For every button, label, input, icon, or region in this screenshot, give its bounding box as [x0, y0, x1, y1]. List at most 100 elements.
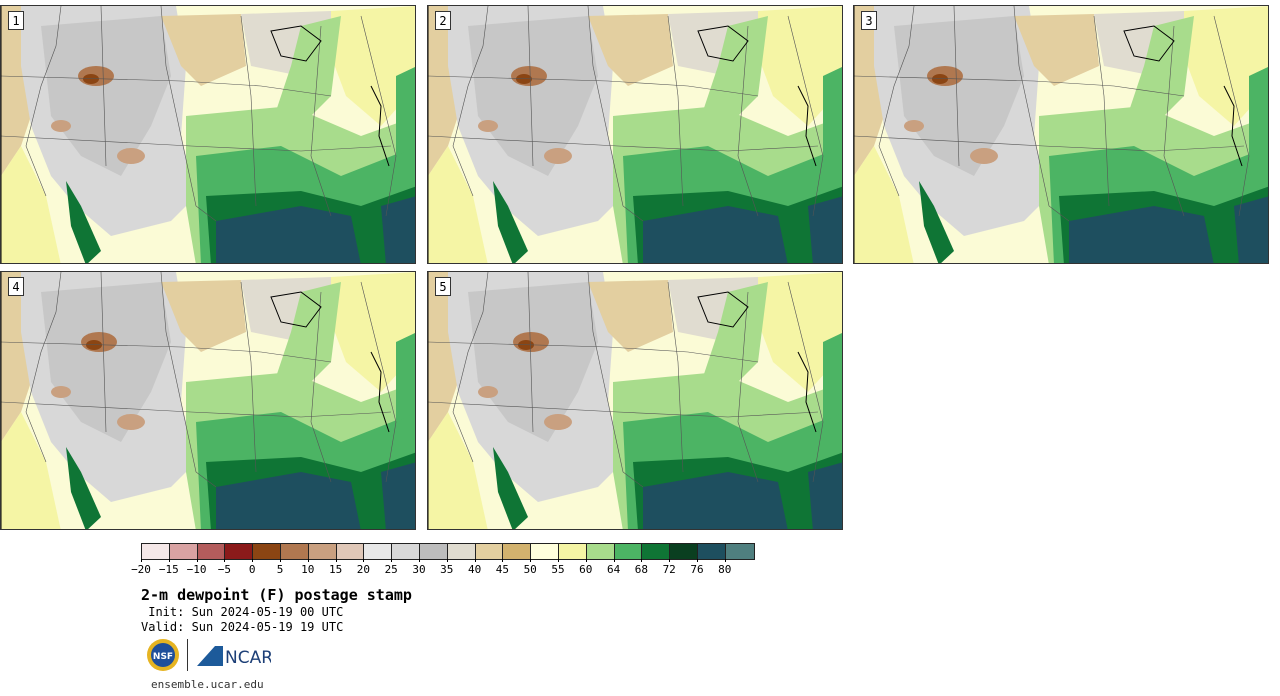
colorbar-tick-mark [446, 559, 448, 562]
colorbar-tick-mark [224, 559, 226, 562]
great-basin-dry-spot [51, 120, 71, 132]
atlantic-coast [823, 66, 842, 156]
northeast-moist [331, 272, 415, 392]
atlantic-ocean [808, 462, 842, 529]
map-4 [1, 272, 415, 529]
ohio-valley-moist [271, 16, 341, 136]
state-boundary [452, 272, 489, 463]
state-boundary [667, 281, 684, 473]
colorbar-tick-label: −10 [186, 563, 207, 576]
state-boundary [310, 25, 332, 217]
colorbar-swatch [586, 544, 615, 559]
state-boundary [25, 6, 62, 197]
ncar-logo: NCAR [197, 646, 271, 668]
state-boundary [787, 281, 824, 483]
baja-moist [493, 181, 528, 263]
colorbar-swatch [392, 544, 420, 559]
east-coastline [797, 85, 817, 167]
colorbar-tick-label: 35 [440, 563, 454, 576]
colorbar-tick-mark [419, 559, 420, 562]
website-url: ensemble.ucar.edu [151, 678, 264, 691]
southwest-dry-spot [970, 148, 998, 164]
atlantic-coast [1249, 66, 1268, 156]
northern-plains [161, 14, 246, 86]
west-gray-region [894, 16, 1024, 176]
colorbar-swatch [308, 544, 337, 559]
colorbar-tick-mark [530, 559, 532, 562]
init-time: Init: Sun 2024-05-19 00 UTC [141, 605, 344, 619]
colorbar-tick-label: 10 [301, 563, 315, 576]
ohio-valley-moist [698, 16, 768, 136]
state-boundary [1213, 15, 1250, 217]
great-basin-dry-spot [478, 120, 498, 132]
colorbar-swatch [558, 544, 587, 559]
panel-label-1: 1 [8, 11, 24, 30]
northeast-moist [758, 6, 842, 126]
state-boundary [667, 15, 684, 207]
colorbar-tick-mark [669, 559, 671, 562]
state-boundary [160, 272, 217, 488]
colorbar-tick-mark [585, 559, 587, 562]
pacific-moist [1, 146, 61, 263]
valid-time: Valid: Sun 2024-05-19 19 UTC [141, 620, 344, 634]
colorbar-swatch [142, 544, 170, 559]
northeast-moist [1184, 6, 1268, 126]
state-boundary [737, 291, 759, 483]
great-lakes-outline [270, 291, 322, 328]
great-basin-dry-spot [51, 386, 71, 398]
colorbar-tick-label: 20 [356, 563, 371, 576]
colorbar-swatch [642, 544, 671, 559]
map-panel-4: 4 [0, 271, 416, 530]
colorbar-tick-mark [168, 559, 170, 562]
rockies-core [516, 74, 532, 84]
state-boundary [878, 6, 915, 197]
state-boundary [360, 281, 397, 483]
baja-moist [66, 181, 101, 263]
rockies-core [86, 340, 102, 350]
state-boundary [25, 272, 62, 463]
colorbar-tick-label: 40 [467, 563, 482, 576]
northern-plains [588, 14, 673, 86]
west-gray-region [41, 16, 171, 176]
state-boundary [587, 6, 644, 222]
northern-plains [161, 280, 246, 352]
colorbar-tick-mark [196, 559, 198, 562]
map-panel-1: 1 [0, 5, 416, 264]
colorbar-tick-label: 76 [690, 563, 704, 576]
map-5 [428, 272, 842, 529]
ohio-valley-moist [271, 282, 341, 402]
colorbar-tick-label: 80 [718, 563, 732, 576]
colorbar-tick-mark [613, 559, 615, 562]
atlantic-ocean [808, 196, 842, 263]
ohio-valley-moist [698, 282, 768, 402]
state-boundary [360, 15, 397, 217]
east-coastline [370, 351, 390, 433]
great-basin-dry-spot [478, 386, 498, 398]
colorbar-tick-mark [141, 559, 142, 562]
colorbar-tick-label: 45 [495, 563, 510, 576]
state-boundary [1, 341, 332, 363]
atlantic-coast [396, 66, 415, 156]
state-boundary [1013, 6, 1070, 222]
atlantic-ocean [381, 196, 415, 263]
colorbar-tick-label: 55 [551, 563, 565, 576]
great-lakes-outline [270, 25, 322, 62]
state-boundary [428, 75, 759, 97]
colorbar [141, 543, 755, 560]
colorbar-tick-label: 5 [276, 563, 284, 576]
map-panel-2: 2 [427, 5, 843, 264]
gulf-of-mexico [216, 472, 361, 529]
colorbar-tick-mark [280, 559, 281, 562]
colorbar-tick-mark [252, 559, 254, 562]
east-coastline [1223, 85, 1243, 167]
colorbar-swatch [725, 544, 754, 559]
colorbar-tick-mark [363, 559, 365, 562]
baja-moist [493, 447, 528, 529]
great-lakes-outline [697, 291, 749, 328]
state-boundary [160, 6, 217, 222]
colorbar-swatch [614, 544, 643, 559]
state-boundary [1093, 15, 1110, 207]
west-gray-region [468, 282, 598, 442]
colorbar-tick-mark [391, 559, 393, 562]
baja-moist [66, 447, 101, 529]
